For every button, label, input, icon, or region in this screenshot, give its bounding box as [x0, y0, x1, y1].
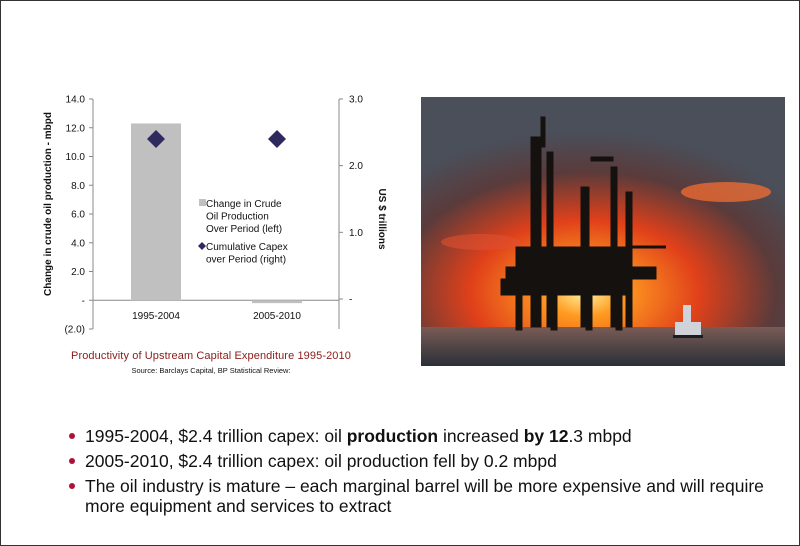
y-tick-label: 6.0 [71, 210, 85, 221]
legend-marker-label: over Period (right) [206, 255, 286, 266]
y2-tick-label: 2.0 [349, 161, 363, 172]
y-tick-label: (2.0) [64, 325, 85, 336]
chart-caption: Productivity of Upstream Capital Expendi… [71, 350, 351, 362]
y-tick-label: 12.0 [66, 123, 86, 134]
y2-tick-label: 1.0 [349, 228, 363, 239]
bullet-dot [69, 458, 75, 464]
legend-marker-label: Cumulative Capex [206, 242, 288, 253]
y-tick-label: 10.0 [66, 152, 86, 163]
y-tick-label: 8.0 [71, 181, 85, 192]
y-tick-label: 2.0 [71, 267, 85, 278]
bar [252, 300, 302, 304]
bullet-list: 1995-2004, $2.4 trillion capex: oil prod… [69, 426, 769, 521]
x-tick-label: 1995-2004 [132, 311, 180, 322]
y-tick-label: 4.0 [71, 238, 85, 249]
legend-bar-swatch [199, 199, 206, 206]
y2-tick-label: 3.0 [349, 95, 363, 106]
chart-source: Source: Barclays Capital, BP Statistical… [131, 366, 291, 375]
y-tick-label: - [82, 296, 85, 307]
legend-marker-swatch [198, 242, 206, 250]
chart: (2.0) - 2.0 4.0 6.0 8.0 10.0 12.0 14.0 - 1.0 2.0 3.0… [43, 95, 387, 336]
x-tick-label: 2005-2010 [253, 311, 301, 322]
legend-bar-label: Over Period (left) [206, 224, 282, 235]
bar [131, 123, 181, 301]
y2-axis-title: US $ trillions [376, 188, 387, 250]
bullet-item: The oil industry is mature – each margin… [69, 476, 769, 516]
legend-bar-label: Change in Crude [206, 199, 282, 210]
capex-marker [268, 130, 286, 148]
y-tick-label: 14.0 [66, 95, 86, 106]
bullet-dot [69, 483, 75, 489]
y2-tick-label: - [349, 295, 352, 306]
y-axis-title: Change in crude oil production - mbpd [43, 112, 54, 296]
bullet-dot [69, 433, 75, 439]
legend-bar-label: Oil Production [206, 212, 269, 223]
bullet-item: 1995-2004, $2.4 trillion capex: oil prod… [69, 426, 769, 446]
bullet-item: 2005-2010, $2.4 trillion capex: oil prod… [69, 451, 769, 471]
capex-marker [147, 130, 165, 148]
oil-rig-photo [421, 97, 785, 366]
